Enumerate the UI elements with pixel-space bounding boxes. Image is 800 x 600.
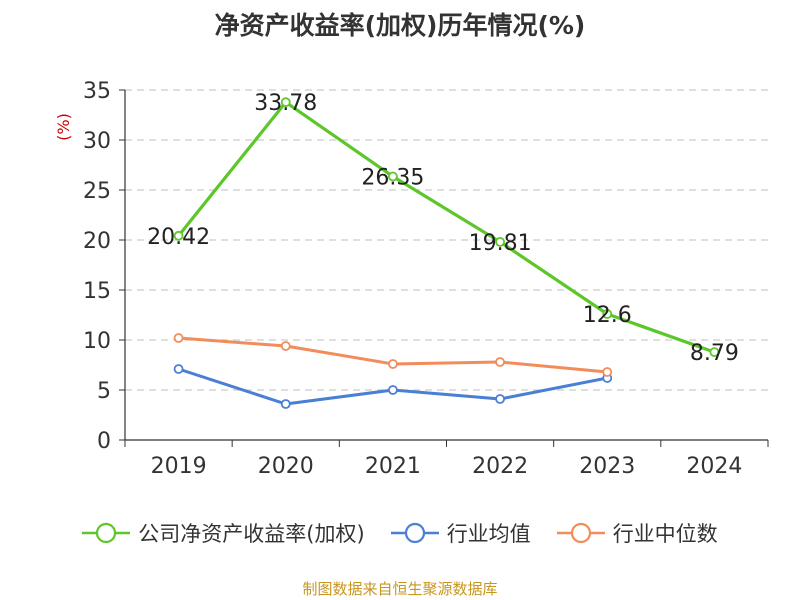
data-label: 8.79	[690, 341, 739, 366]
y-tick-label: 20	[83, 229, 111, 254]
data-point	[280, 97, 291, 108]
data-point	[602, 367, 613, 377]
data-label: 33.78	[254, 91, 317, 116]
legend-item: 行业中位数	[556, 518, 718, 548]
y-tick-label: 10	[83, 329, 111, 354]
data-point	[388, 171, 398, 182]
legend-marker-icon	[390, 522, 439, 544]
x-tick-label: 2019	[151, 454, 207, 479]
data-point	[495, 236, 505, 247]
x-tick-label: 2022	[472, 454, 528, 479]
y-tick-label: 30	[83, 129, 111, 154]
data-point	[280, 341, 291, 351]
data-point	[602, 309, 613, 319]
legend-label: 行业中位数	[612, 522, 718, 546]
y-tick-label: 15	[83, 279, 111, 304]
data-point	[173, 230, 184, 241]
legend-item: 行业均值	[390, 518, 531, 548]
data-point	[388, 359, 398, 369]
legend: 公司净资产收益率(加权) 行业均值 行业中位数	[0, 518, 800, 548]
legend-label: 公司净资产收益率(加权)	[138, 522, 365, 546]
data-point	[709, 347, 720, 358]
legend-marker-icon	[556, 522, 605, 544]
y-tick-label: 35	[83, 79, 111, 104]
legend-label: 行业均值	[446, 522, 531, 546]
data-point	[280, 399, 291, 409]
y-tick-label: 5	[97, 379, 111, 404]
x-tick-label: 2024	[686, 454, 742, 479]
data-point	[495, 394, 505, 404]
series-line	[177, 100, 715, 354]
x-tick-label: 2023	[579, 454, 635, 479]
legend-marker-icon	[82, 522, 131, 544]
y-axis-label: (%)	[54, 113, 73, 141]
x-tick-label: 2020	[258, 454, 314, 479]
chart-title: 净资产收益率(加权)历年情况(%)	[214, 11, 586, 40]
data-point	[173, 364, 184, 374]
data-label: 26.35	[361, 166, 424, 191]
y-tick-label: 0	[97, 429, 111, 454]
source-note: 制图数据来自恒生聚源数据库	[302, 580, 498, 598]
y-tick-label: 25	[83, 179, 111, 204]
legend-item: 公司净资产收益率(加权)	[82, 518, 365, 548]
data-label: 12.6	[583, 303, 632, 328]
data-point	[173, 333, 184, 343]
data-label: 19.81	[469, 231, 532, 256]
data-point	[495, 357, 505, 367]
x-tick-label: 2021	[365, 454, 421, 479]
data-point	[388, 385, 398, 395]
data-label: 20.42	[147, 225, 210, 250]
